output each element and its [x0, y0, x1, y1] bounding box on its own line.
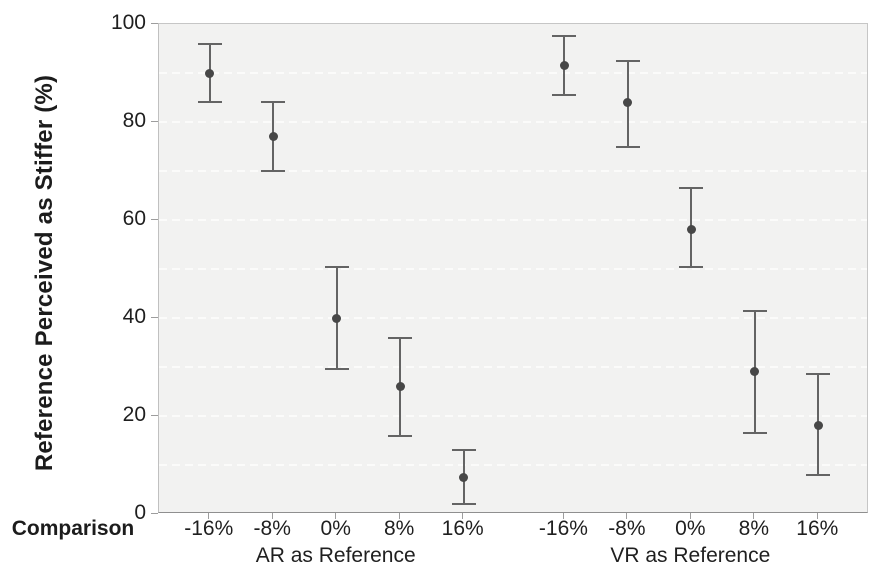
x-axis-tick [626, 513, 628, 519]
y-axis-tick [151, 316, 158, 318]
error-bar-cap-top [261, 101, 286, 104]
error-bar-cap-top [742, 309, 767, 312]
y-tick-label: 0 [134, 501, 146, 524]
error-bar-cap-bottom [261, 170, 286, 172]
x-tick-label: -8% [608, 517, 646, 540]
x-axis-tick [398, 513, 400, 519]
error-bar-cap-bottom [388, 434, 413, 437]
error-bar-cap-bottom [742, 432, 767, 435]
y-axis-tick [151, 218, 158, 220]
error-bar-cap-top [679, 187, 704, 190]
x-tick-label: 16% [796, 517, 839, 540]
x-axis-tick [689, 513, 691, 519]
x-tick-label: -8% [253, 517, 291, 540]
y-gridline [159, 464, 867, 466]
error-bar-cap-bottom [552, 94, 577, 97]
data-point [268, 132, 278, 142]
error-bar-cap-top [388, 336, 413, 339]
x-tick-label: -16% [184, 517, 234, 540]
y-axis-tick [151, 120, 158, 122]
y-gridline [159, 317, 867, 319]
error-bar-cap-bottom [615, 145, 640, 148]
x-tick-label: 8% [383, 517, 415, 540]
y-axis-tick [151, 22, 158, 24]
data-point [559, 61, 569, 71]
error-bar-cap-bottom [806, 473, 831, 476]
x-axis-group-label: AR as Reference [255, 544, 416, 567]
y-axis-tick [151, 512, 158, 514]
x-tick-label: 16% [441, 517, 484, 540]
x-axis-tick [562, 513, 564, 519]
data-point [332, 313, 342, 323]
y-gridline [159, 268, 867, 270]
error-bar-cap-top [806, 373, 831, 376]
x-axis-comparison-label: Comparison [11, 517, 135, 540]
error-bar-cap-top [552, 35, 577, 38]
data-point [459, 472, 469, 482]
x-axis-tick [753, 513, 755, 519]
y-gridline [159, 170, 867, 172]
y-axis-tick [151, 414, 158, 416]
y-gridline [159, 415, 867, 417]
y-tick-label: 20 [122, 403, 146, 426]
data-point [623, 97, 633, 107]
data-point [686, 225, 696, 235]
error-bar-cap-bottom [451, 503, 476, 506]
y-tick-label: 80 [122, 109, 146, 132]
error-bar-cap-bottom [197, 101, 222, 104]
y-gridline [159, 72, 867, 74]
x-axis-tick [271, 513, 273, 519]
x-axis-group-label: VR as Reference [610, 544, 771, 567]
x-tick-label: 0% [320, 517, 351, 540]
x-tick-label: -16% [538, 517, 588, 540]
x-axis-tick [208, 513, 210, 519]
error-bar-cap-bottom [679, 265, 704, 268]
data-point [813, 421, 823, 431]
y-gridline [159, 121, 867, 123]
error-bar-cap-top [451, 449, 476, 452]
x-tick-label: 8% [738, 517, 769, 540]
error-bar-cap-top [197, 42, 222, 45]
x-axis-tick [335, 513, 337, 519]
y-gridline [159, 366, 867, 368]
y-tick-label: 40 [122, 305, 146, 328]
x-axis-tick [462, 513, 464, 519]
error-bar-cap-top [324, 265, 349, 268]
error-bar-cap-bottom [324, 368, 349, 371]
y-tick-label: 60 [122, 207, 146, 230]
y-gridline [159, 219, 867, 221]
data-point [395, 382, 405, 392]
x-axis-tick [816, 513, 818, 519]
data-point [205, 68, 215, 78]
y-tick-label: 100 [110, 11, 146, 34]
y-axis-title: Reference Perceived as Stiffer (%) [31, 74, 58, 472]
data-point [750, 367, 760, 377]
error-bar-cap-top [615, 59, 640, 62]
plot-area [158, 23, 868, 513]
x-tick-label: 0% [675, 517, 706, 540]
